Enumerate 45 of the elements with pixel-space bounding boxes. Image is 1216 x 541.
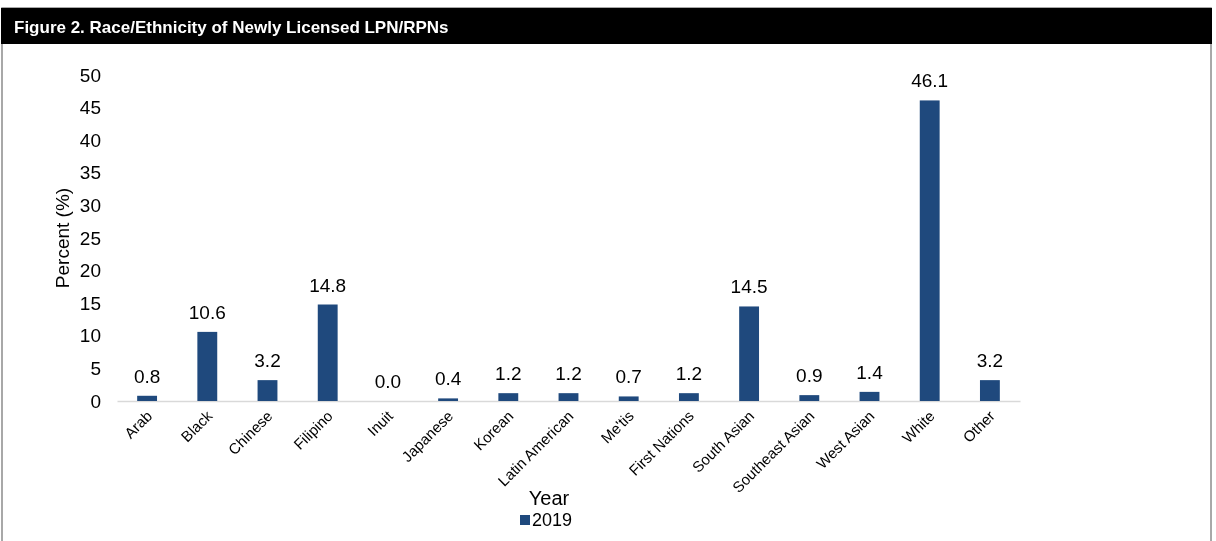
data-label: 0.4 [434, 368, 462, 390]
data-label: 14.8 [309, 274, 347, 296]
y-tick-label: 20 [79, 260, 101, 282]
legend-label: 2019 [532, 510, 573, 530]
data-label: 1.2 [495, 363, 522, 385]
y-tick-label: 45 [79, 97, 101, 119]
bar [558, 393, 579, 401]
y-tick-label: 50 [79, 64, 101, 86]
y-tick-label: 30 [79, 194, 101, 216]
x-axis-title: Year [528, 487, 570, 509]
data-label: 3.2 [254, 350, 281, 372]
bar [438, 398, 459, 401]
chart-title: Figure 2. Race/Ethnicity of Newly Licensed LPN/RPNs [14, 18, 449, 37]
data-label: 0.8 [133, 365, 161, 387]
bar [979, 380, 1000, 401]
data-label: 10.6 [188, 301, 226, 323]
y-tick-label: 35 [79, 162, 101, 184]
y-tick-label: 10 [79, 325, 101, 347]
y-tick-label: 5 [90, 357, 101, 379]
data-label: 1.2 [555, 363, 582, 385]
bar [799, 395, 820, 401]
bar [618, 396, 639, 401]
bar [919, 100, 940, 401]
data-label: 14.5 [730, 276, 768, 298]
y-axis-title: Percent (%) [52, 187, 73, 289]
bar [859, 391, 880, 401]
bar [739, 306, 760, 401]
data-label: 1.4 [856, 361, 884, 383]
data-label: 3.2 [976, 350, 1004, 372]
x-tick-label: Inuit [363, 406, 397, 440]
y-tick-label: 0 [90, 390, 101, 412]
bar [317, 304, 338, 401]
data-label: 0.9 [796, 365, 823, 387]
y-tick-label: 15 [79, 292, 101, 314]
y-tick-label: 40 [79, 129, 101, 151]
bar [197, 331, 218, 401]
y-tick-label: 25 [79, 227, 101, 249]
data-label: 1.2 [675, 363, 703, 385]
bar [257, 380, 278, 401]
bar [678, 393, 699, 401]
bar [498, 393, 519, 401]
data-label: 0.0 [374, 371, 402, 392]
data-label: 46.1 [911, 70, 949, 92]
data-label: 0.7 [615, 366, 642, 388]
bar [137, 395, 158, 401]
